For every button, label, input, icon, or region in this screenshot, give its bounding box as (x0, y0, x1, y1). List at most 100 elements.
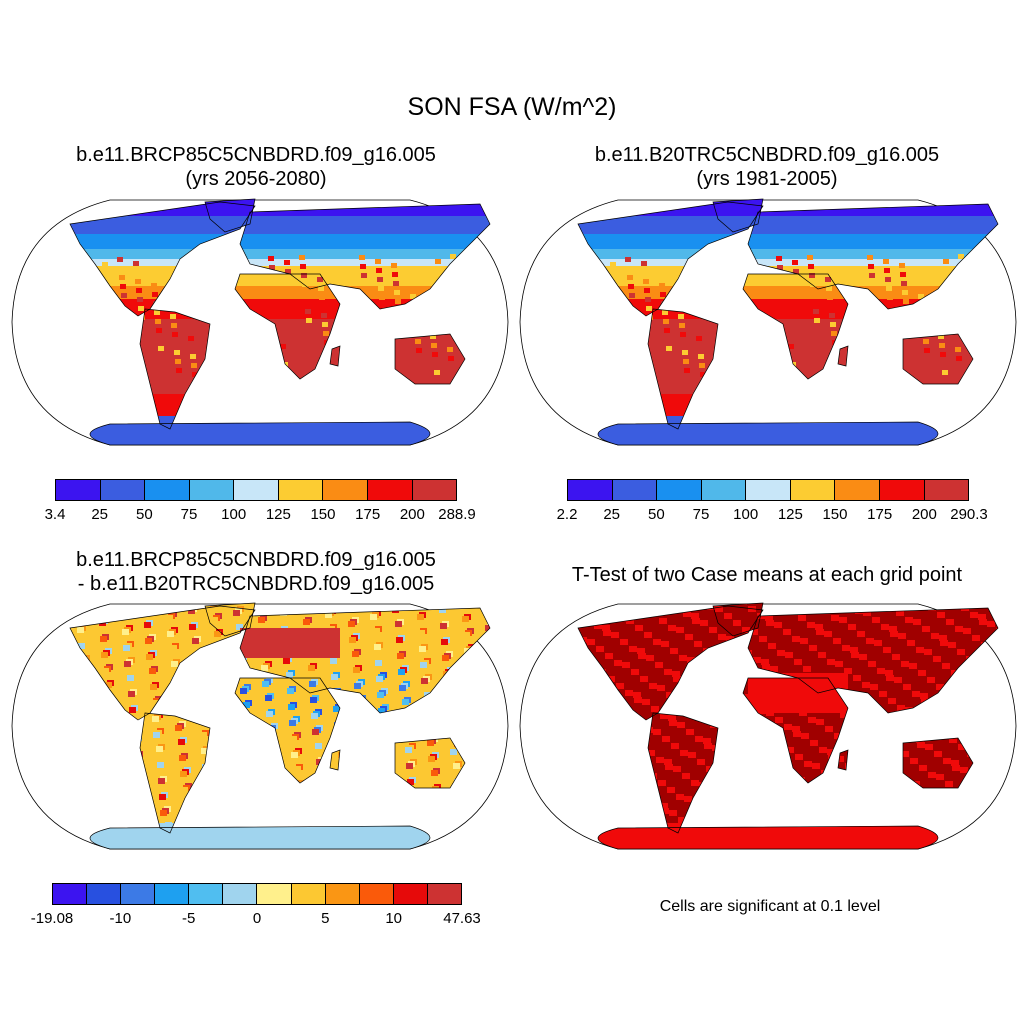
colorbar-tick-label: 75 (180, 506, 198, 523)
colorbar-tick-label: 50 (647, 506, 665, 523)
colorbar-tick-label: 3.4 (44, 506, 66, 523)
colorbar-tick-label: 5 (321, 910, 330, 927)
coastline-antarctica (89, 825, 431, 850)
coastline-greenland (712, 198, 764, 233)
coastline-australia (394, 333, 466, 385)
coastline-greenland (204, 198, 256, 233)
coastline-africa (234, 677, 341, 784)
coastline-namerica (577, 201, 764, 317)
colorbar-swatch (924, 480, 969, 500)
colorbar-tick-label: 125 (265, 506, 291, 523)
colorbar-swatch (746, 480, 791, 500)
map-historical-fsa (519, 198, 1017, 446)
coastline-eurasia (747, 607, 999, 714)
colorbar-swatch (145, 480, 190, 500)
colorbar-swatch (121, 884, 156, 904)
colorbar-swatch (155, 884, 190, 904)
colorbar-swatch (56, 480, 101, 500)
coastline-australia (902, 333, 974, 385)
colorbar-tick-label: 175 (355, 506, 381, 523)
colorbar-tick-label: 125 (777, 506, 803, 523)
panel-title-top-right: b.e11.B20TRC5CNBDRD.f09_g16.005 (yrs 198… (517, 143, 1017, 191)
coastline-namerica (577, 605, 764, 721)
coastline-eurasia (747, 203, 999, 310)
colorbar-ticks-top-right: 2.2 25 50 75 100 125 150 175 200 290.3 (557, 506, 988, 526)
colorbar-ticks-top-left: 3.4 25 50 75 100 125 150 175 200 288.9 (45, 506, 476, 526)
colorbar-swatch (657, 480, 702, 500)
colorbar-top-left (55, 479, 457, 501)
colorbar-swatch (790, 480, 836, 500)
colorbar-tick-label: -19.08 (30, 910, 74, 927)
colorbar-swatch (367, 480, 413, 500)
colorbar-tick-label: 200 (911, 506, 937, 523)
coastline-antarctica (89, 421, 431, 446)
coastline-namerica (69, 201, 256, 317)
panel-title-top-right-line2: (yrs 1981-2005) (696, 168, 838, 190)
coastline-samerica (647, 712, 719, 834)
coastline-madagascar (329, 749, 341, 771)
map-future-fsa (11, 198, 509, 446)
colorbar-tick-label: 150 (310, 506, 336, 523)
colorbar-swatch (257, 884, 292, 904)
colorbar-tick-label: 25 (603, 506, 620, 523)
coastline-madagascar (329, 345, 341, 367)
colorbar-swatch (291, 884, 326, 904)
colorbar-swatch (325, 884, 360, 904)
panel-title-bottom-right: T-Test of two Case means at each grid po… (517, 563, 1017, 587)
coastline-africa (742, 273, 849, 380)
coastline-africa (742, 677, 849, 784)
colorbar-swatch (835, 480, 880, 500)
colorbar-swatch (612, 480, 658, 500)
coastline-madagascar (837, 749, 849, 771)
coastline-antarctica (597, 825, 939, 850)
colorbar-swatch (278, 480, 324, 500)
panel-title-top-left: b.e11.BRCP85C5CNBDRD.f09_g16.005 (yrs 20… (6, 143, 506, 191)
coastline-eurasia (239, 607, 491, 714)
panel-title-bottom-left-line1: b.e11.BRCP85C5CNBDRD.f09_g16.005 (76, 549, 436, 571)
coastline-greenland (204, 602, 256, 637)
colorbar-swatch (427, 884, 461, 904)
panel-title-top-left-line2: (yrs 2056-2080) (185, 168, 327, 190)
colorbar-tick-label: 150 (822, 506, 848, 523)
colorbar-tick-label: -5 (181, 910, 196, 927)
colorbar-tick-label: 100 (221, 506, 247, 523)
colorbar-tick-label: 47.63 (443, 910, 481, 927)
colorbar-swatch (234, 480, 279, 500)
panel-title-bottom-left: b.e11.BRCP85C5CNBDRD.f09_g16.005 - b.e11… (6, 548, 506, 596)
colorbar-tick-label: 2.2 (556, 506, 578, 523)
colorbar-swatch (701, 480, 747, 500)
coastline-madagascar (837, 345, 849, 367)
figure-title: SON FSA (W/m^2) (407, 93, 617, 121)
map-ttest-significance (519, 602, 1017, 850)
colorbar-swatch (393, 884, 428, 904)
colorbar-ticks-bottom-left: -19.08 -10 -5 0 5 10 47.63 (31, 910, 481, 930)
panel-title-bottom-right-line1: T-Test of two Case means at each grid po… (571, 564, 963, 586)
coastline-greenland (712, 602, 764, 637)
colorbar-tick-label: 175 (867, 506, 893, 523)
colorbar-tick-label: 290.3 (950, 506, 988, 523)
colorbar-swatch (87, 884, 122, 904)
colorbar-swatch (359, 884, 394, 904)
map-difference-fsa (11, 602, 509, 850)
colorbar-tick-label: 288.9 (438, 506, 476, 523)
colorbar-tick-label: 0 (252, 910, 262, 927)
coastline-eurasia (239, 203, 491, 310)
colorbar-swatch (879, 480, 925, 500)
colorbar-swatch (223, 884, 258, 904)
colorbar-tick-label: 25 (91, 506, 108, 523)
colorbar-swatch (189, 884, 224, 904)
panel-title-top-left-line1: b.e11.BRCP85C5CNBDRD.f09_g16.005 (76, 144, 436, 166)
coastline-samerica (647, 308, 719, 430)
colorbar-tick-label: 10 (385, 910, 402, 927)
coastline-africa (234, 273, 341, 380)
colorbar-tick-label: 50 (135, 506, 153, 523)
coastline-antarctica (597, 421, 939, 446)
colorbar-tick-label: 200 (399, 506, 425, 523)
panel-title-bottom-left-line2: - b.e11.B20TRC5CNBDRD.f09_g16.005 (77, 573, 435, 595)
colorbar-swatch (53, 884, 88, 904)
colorbar-swatch (189, 480, 235, 500)
coastline-australia (394, 737, 466, 789)
coastline-australia (902, 737, 974, 789)
colorbar-tick-label: 75 (692, 506, 710, 523)
panel-title-top-right-line1: b.e11.B20TRC5CNBDRD.f09_g16.005 (594, 144, 940, 166)
